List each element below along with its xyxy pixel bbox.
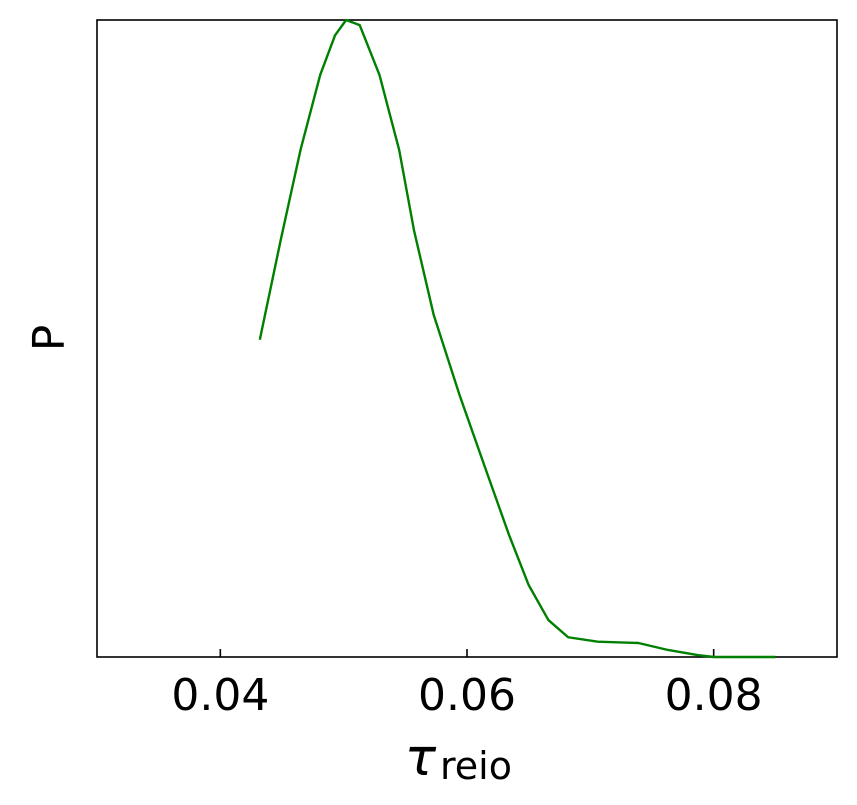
plot-frame: [96, 19, 838, 658]
x-tick-label: 0.04: [171, 670, 269, 721]
data-line: [258, 18, 776, 659]
x-tick-label: 0.08: [665, 670, 763, 721]
y-axis-label: P: [24, 325, 75, 352]
x-axis-label-symbol: τ: [405, 728, 437, 788]
x-axis-label-subscript: reio: [440, 744, 512, 788]
x-tick-label: 0.06: [418, 670, 516, 721]
